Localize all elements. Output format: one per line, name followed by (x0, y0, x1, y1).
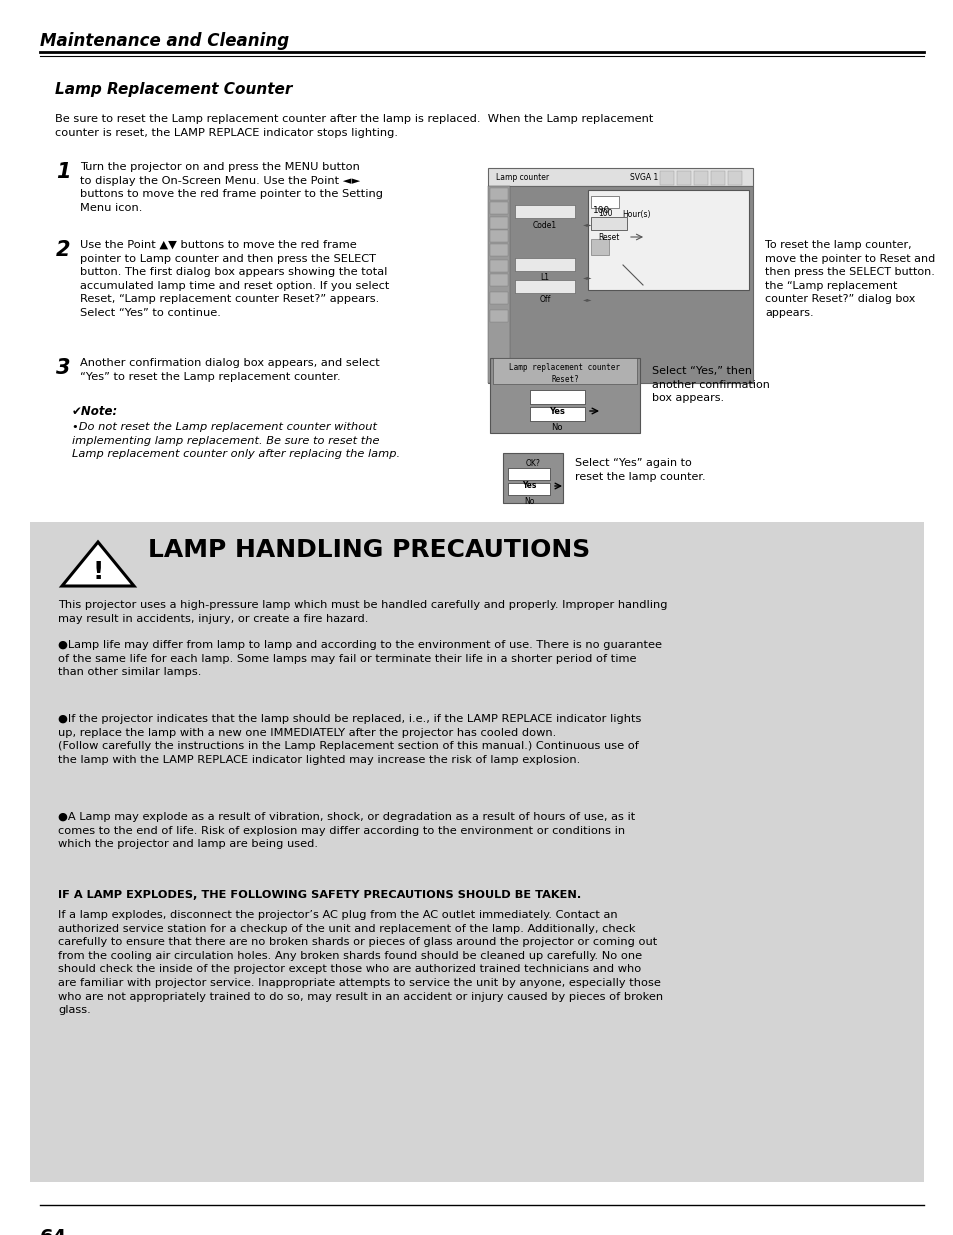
Text: 64: 64 (40, 1228, 67, 1235)
Text: 100: 100 (593, 206, 610, 215)
FancyBboxPatch shape (490, 245, 507, 256)
FancyBboxPatch shape (493, 358, 637, 384)
Text: SVGA 1: SVGA 1 (629, 173, 658, 183)
FancyBboxPatch shape (490, 261, 507, 272)
Text: 3: 3 (56, 358, 71, 378)
FancyBboxPatch shape (710, 170, 724, 185)
Text: This projector uses a high-pressure lamp which must be handled carefully and pro: This projector uses a high-pressure lamp… (58, 600, 667, 624)
FancyBboxPatch shape (490, 203, 507, 214)
Text: Another confirmation dialog box appears, and select
“Yes” to reset the Lamp repl: Another confirmation dialog box appears,… (80, 358, 379, 382)
FancyBboxPatch shape (488, 186, 752, 383)
Text: !: ! (92, 559, 104, 584)
FancyBboxPatch shape (530, 408, 584, 421)
Text: Lamp replacement counter: Lamp replacement counter (509, 363, 619, 373)
FancyBboxPatch shape (490, 217, 507, 228)
FancyBboxPatch shape (677, 170, 690, 185)
Text: Select “Yes,” then
another confirmation
box appears.: Select “Yes,” then another confirmation … (651, 366, 769, 403)
FancyBboxPatch shape (502, 453, 562, 503)
FancyBboxPatch shape (490, 274, 507, 287)
Text: Yes: Yes (521, 482, 536, 490)
FancyBboxPatch shape (30, 522, 923, 1182)
FancyBboxPatch shape (507, 483, 550, 495)
Text: To reset the lamp counter,
move the pointer to Reset and
then press the SELECT b: To reset the lamp counter, move the poin… (764, 240, 934, 317)
Text: No: No (523, 496, 534, 505)
FancyBboxPatch shape (507, 468, 550, 480)
Text: Maintenance and Cleaning: Maintenance and Cleaning (40, 32, 289, 49)
Text: ◄►: ◄► (582, 298, 592, 303)
Text: ●If the projector indicates that the lamp should be replaced, i.e., if the LAMP : ●If the projector indicates that the lam… (58, 714, 640, 764)
FancyBboxPatch shape (490, 188, 507, 200)
FancyBboxPatch shape (530, 390, 584, 404)
FancyBboxPatch shape (659, 170, 673, 185)
FancyBboxPatch shape (488, 186, 510, 383)
Text: Lamp counter: Lamp counter (496, 173, 549, 183)
Text: ◄►: ◄► (582, 275, 592, 280)
Text: Reset: Reset (598, 232, 619, 242)
Text: ◄►: ◄► (582, 222, 592, 227)
Text: If a lamp explodes, disconnect the projector’s AC plug from the AC outlet immedi: If a lamp explodes, disconnect the proje… (58, 910, 662, 1015)
Text: No: No (551, 424, 562, 432)
FancyBboxPatch shape (515, 258, 575, 270)
FancyBboxPatch shape (490, 358, 639, 433)
FancyBboxPatch shape (587, 190, 748, 290)
Text: L1: L1 (540, 273, 549, 283)
Text: OK?: OK? (525, 458, 539, 468)
Text: ●A Lamp may explode as a result of vibration, shock, or degradation as a result : ●A Lamp may explode as a result of vibra… (58, 811, 635, 850)
FancyBboxPatch shape (590, 217, 626, 230)
Text: Hour(s): Hour(s) (621, 210, 650, 219)
Text: IF A LAMP EXPLODES, THE FOLLOWING SAFETY PRECAUTIONS SHOULD BE TAKEN.: IF A LAMP EXPLODES, THE FOLLOWING SAFETY… (58, 890, 580, 900)
FancyBboxPatch shape (590, 196, 618, 207)
Text: ✔Note:: ✔Note: (71, 405, 118, 417)
Text: Off: Off (538, 295, 550, 305)
FancyBboxPatch shape (693, 170, 707, 185)
FancyBboxPatch shape (727, 170, 741, 185)
Text: •Do not reset the Lamp replacement counter without
implementing lamp replacement: •Do not reset the Lamp replacement count… (71, 422, 399, 459)
FancyBboxPatch shape (515, 205, 575, 219)
Text: Reset?: Reset? (551, 375, 578, 384)
Text: Code1: Code1 (533, 221, 557, 230)
FancyBboxPatch shape (590, 240, 608, 254)
Text: 1: 1 (56, 162, 71, 182)
Text: 2: 2 (56, 240, 71, 261)
FancyBboxPatch shape (490, 310, 507, 322)
FancyBboxPatch shape (515, 280, 575, 293)
Polygon shape (62, 542, 133, 585)
Text: Be sure to reset the Lamp replacement counter after the lamp is replaced.  When : Be sure to reset the Lamp replacement co… (55, 114, 653, 137)
Text: LAMP HANDLING PRECAUTIONS: LAMP HANDLING PRECAUTIONS (148, 538, 590, 562)
Text: 100: 100 (598, 210, 612, 219)
Text: Use the Point ▲▼ buttons to move the red frame
pointer to Lamp counter and then : Use the Point ▲▼ buttons to move the red… (80, 240, 389, 317)
Text: Yes: Yes (549, 406, 564, 415)
FancyBboxPatch shape (488, 168, 752, 186)
Text: Turn the projector on and press the MENU button
to display the On-Screen Menu. U: Turn the projector on and press the MENU… (80, 162, 382, 212)
Text: Select “Yes” again to
reset the lamp counter.: Select “Yes” again to reset the lamp cou… (575, 458, 705, 482)
FancyBboxPatch shape (490, 230, 507, 242)
FancyBboxPatch shape (490, 291, 507, 304)
Text: Lamp Replacement Counter: Lamp Replacement Counter (55, 82, 292, 98)
Text: ●Lamp life may differ from lamp to lamp and according to the environment of use.: ●Lamp life may differ from lamp to lamp … (58, 640, 661, 677)
